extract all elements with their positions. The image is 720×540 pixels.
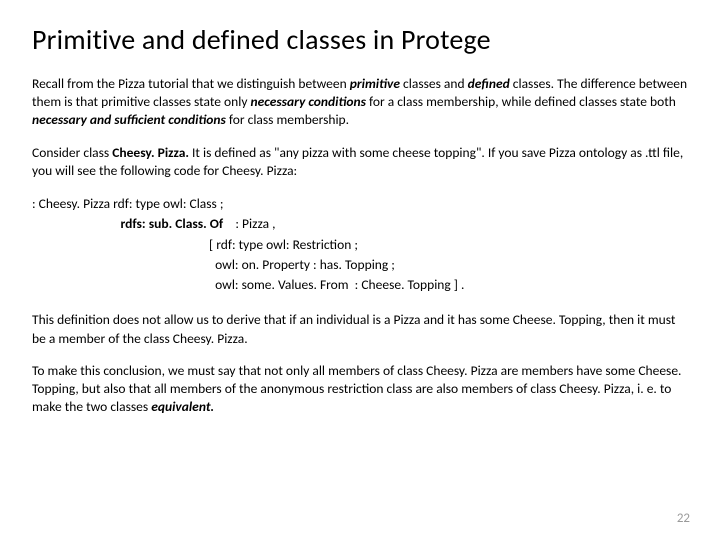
text: classes and (400, 75, 468, 92)
emphasis-primitive: primitive (350, 75, 400, 92)
paragraph-1: Recall from the Pizza tutorial that we d… (32, 75, 688, 130)
code-line: [ rdf: type owl: Restriction ; (32, 235, 688, 255)
code-line: owl: some. Values. From : Cheese. Toppin… (32, 275, 688, 295)
text: To make this conclusion, we must say tha… (32, 362, 681, 415)
paragraph-2: Consider class Cheesy. Pizza. It is defi… (32, 144, 688, 180)
emphasis-equivalent: equivalent. (151, 398, 214, 415)
code-line: owl: on. Property : has. Topping ; (32, 255, 688, 275)
text: Recall from the Pizza tutorial that we d… (32, 75, 350, 92)
code-line: : Cheesy. Pizza rdf: type owl: Class ; (32, 194, 688, 214)
paragraph-4: To make this conclusion, we must say tha… (32, 362, 688, 417)
code-line: rdfs: sub. Class. Of : Pizza , (32, 214, 688, 234)
emphasis-cheesy: Cheesy. Pizza. (112, 144, 192, 161)
emphasis-necsuf: necessary and sufficient conditions (32, 111, 226, 128)
text: Consider class (32, 144, 112, 161)
text: for class membership. (226, 111, 349, 128)
text: for a class membership, while defined cl… (366, 93, 676, 110)
emphasis-necessary: necessary conditions (251, 93, 366, 110)
paragraph-3: This definition does not allow us to der… (32, 311, 688, 347)
page-number: 22 (677, 511, 690, 526)
slide-title: Primitive and defined classes in Protege (32, 22, 688, 57)
code-block: : Cheesy. Pizza rdf: type owl: Class ; r… (32, 194, 688, 295)
emphasis-defined: defined (468, 75, 510, 92)
